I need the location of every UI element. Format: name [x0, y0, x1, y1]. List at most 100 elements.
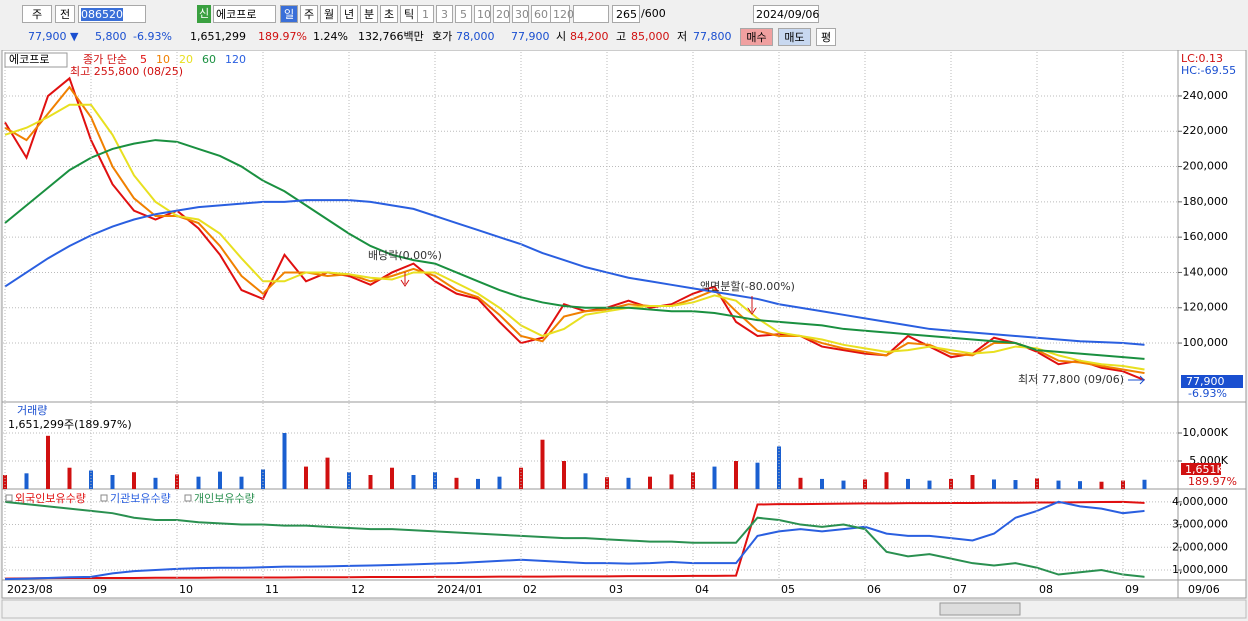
volume-bar: [712, 466, 717, 489]
prev-button[interactable]: 전: [55, 5, 75, 23]
minute-button[interactable]: 120: [550, 5, 574, 23]
y-tick-label: 240,000: [1183, 89, 1229, 102]
minute-button[interactable]: 10: [474, 5, 491, 23]
change: 5,800: [95, 30, 127, 43]
volume-bar: [282, 433, 287, 489]
legend-swatch: [184, 494, 192, 502]
x-tick-label: 11: [265, 583, 279, 596]
minute-button[interactable]: 20: [493, 5, 510, 23]
volume-bar: [669, 474, 674, 489]
open: 84,200: [570, 30, 609, 43]
series-line: [4, 500, 1145, 578]
pane-title: 에코프로: [9, 53, 49, 66]
title-box: [4, 52, 68, 68]
legend-entry: 외국인보유수량: [15, 492, 86, 505]
volume-bar: [884, 472, 889, 489]
volume: 1,651,299: [190, 30, 246, 43]
volume-bar: [218, 471, 222, 489]
volume-bar: [1099, 481, 1104, 489]
legend-entry: 개인보유수량: [194, 492, 255, 505]
date-input[interactable]: 2024/09/06: [753, 5, 819, 23]
volume-bar: [239, 476, 244, 489]
y-tick-label: 10,000K: [1182, 426, 1228, 439]
volume-bar: [798, 477, 803, 489]
legend-entry: 60: [202, 53, 216, 66]
ask: 78,000: [456, 30, 495, 43]
minute-button[interactable]: 60: [531, 5, 551, 23]
period-button[interactable]: 주: [300, 5, 318, 23]
volume-bar: [132, 472, 136, 489]
minute-button[interactable]: 3: [436, 5, 453, 23]
volume-bar: [949, 478, 953, 489]
buy-button[interactable]: 매수: [740, 28, 773, 46]
volume-bar: [1013, 480, 1018, 489]
x-tick-label: 12: [351, 583, 365, 596]
sell-button[interactable]: 매도: [778, 28, 811, 46]
period-button[interactable]: 분: [360, 5, 378, 23]
x-tick-label: 2023/08: [7, 583, 53, 596]
y-tick-label: 140,000: [1183, 265, 1229, 278]
change-rate: -6.93%: [133, 30, 172, 43]
high: 85,000: [631, 30, 670, 43]
hc-label: HC:-69.55: [1181, 64, 1236, 77]
x-tick-label: 06: [867, 583, 881, 596]
y-tick-label: 180,000: [1183, 195, 1229, 208]
avg-button[interactable]: 평: [816, 28, 836, 46]
dropdown[interactable]: [573, 5, 609, 23]
low: 77,800: [693, 30, 732, 43]
scroll-thumb[interactable]: [939, 602, 1021, 616]
volume-bar: [368, 475, 373, 489]
x-end-label: 09/06: [1188, 583, 1220, 596]
current-volume-rate: 189.97%: [1188, 475, 1237, 488]
x-tick-label: 03: [609, 583, 623, 596]
stock-name[interactable]: 에코프로: [213, 5, 276, 23]
minute-button[interactable]: 5: [455, 5, 472, 23]
event-arrow: [747, 296, 757, 315]
minute-button[interactable]: 1: [417, 5, 434, 23]
series-line: [4, 199, 1145, 346]
volume-bar: [777, 446, 781, 489]
count[interactable]: 265: [612, 5, 640, 23]
series-line: [4, 103, 1145, 371]
volume-bar: [562, 461, 566, 489]
period-button[interactable]: 틱: [400, 5, 418, 23]
volume-bar: [583, 473, 588, 489]
y-tick-label: 120,000: [1183, 301, 1229, 314]
series-line: [4, 500, 1145, 580]
volume-bar: [454, 477, 459, 489]
x-tick-label: 2024/01: [437, 583, 483, 596]
volume-bar: [927, 480, 932, 489]
pane-title: 거래량: [17, 404, 47, 417]
code-input[interactable]: 086520: [78, 5, 146, 23]
volume-bar: [24, 473, 29, 489]
volume-bar: [1056, 480, 1061, 489]
period-button[interactable]: 일: [280, 5, 298, 23]
volume-bar: [304, 466, 308, 489]
x-tick-label: 10: [179, 583, 193, 596]
volume-rate: 189.97%: [258, 30, 307, 43]
legend-entry: 20: [179, 53, 193, 66]
volume-bar: [1078, 481, 1082, 489]
period-select[interactable]: 주: [22, 5, 52, 23]
legend-swatch: [100, 494, 108, 502]
volume-bar: [626, 477, 631, 489]
low-label: 저: [677, 30, 688, 43]
period-button[interactable]: 월: [320, 5, 338, 23]
period-button[interactable]: 초: [380, 5, 398, 23]
volume-bar: [648, 476, 652, 489]
volume-bar: [433, 472, 437, 489]
lc-label: LC:0.13: [1181, 52, 1223, 65]
y-tick-label: 200,000: [1183, 160, 1229, 173]
minute-button[interactable]: 30: [512, 5, 529, 23]
current-change: -6.93%: [1188, 387, 1227, 400]
x-tick-label: 07: [953, 583, 967, 596]
y-tick-label: 100,000: [1183, 336, 1229, 349]
volume-bar: [46, 435, 50, 489]
y-tick-label: 1,000,000: [1172, 563, 1228, 576]
pane-subtitle: 1,651,299주(189.97%): [8, 418, 132, 431]
scrollbar[interactable]: [1, 599, 1247, 619]
period-button[interactable]: 년: [340, 5, 358, 23]
volume-bar: [605, 477, 609, 489]
code: 086520: [81, 8, 123, 21]
current-volume: 1,651K: [1185, 463, 1224, 476]
